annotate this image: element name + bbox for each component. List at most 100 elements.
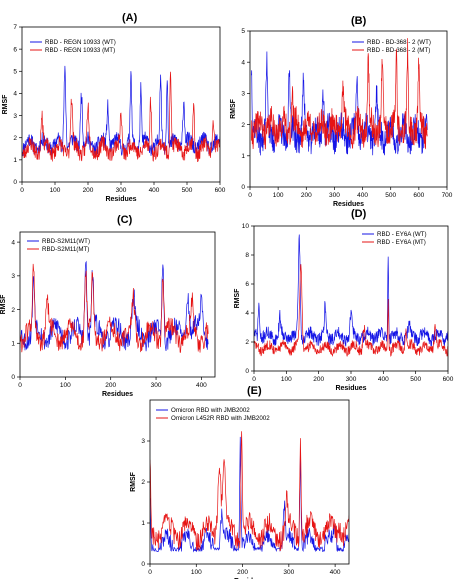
x-tick-label: 600 <box>443 376 454 383</box>
y-axis-label: RMSF <box>230 98 237 119</box>
x-tick-label: 500 <box>385 192 396 199</box>
y-tick-label: 8 <box>245 252 249 259</box>
x-axis-label: Residues <box>105 196 136 203</box>
panel-label: (B) <box>351 15 367 27</box>
y-tick-label: 0 <box>141 561 145 568</box>
x-tick-label: 0 <box>20 187 24 194</box>
legend-entry-2: RBD - EY6A (MT) <box>377 239 426 246</box>
x-axis-label: Residues <box>333 201 364 208</box>
legend-entry-1: RBD-S2M11(WT) <box>42 238 90 245</box>
x-tick-label: 400 <box>357 192 368 199</box>
panel-label: (E) <box>247 385 262 397</box>
y-tick-label: 6 <box>245 281 249 288</box>
y-tick-label: 2 <box>13 135 17 142</box>
chart-panel-b: (B) 0 100 200 300 400 500 600 700 0 1 2 3 4 5 Residues R… <box>230 15 453 208</box>
y-tick-label: 6 <box>13 46 17 53</box>
x-tick-label: 0 <box>248 192 252 199</box>
y-axis-label: RMSF <box>2 94 9 115</box>
x-axis-label: Residues <box>102 391 133 398</box>
series-line-1 <box>150 436 349 553</box>
x-tick-label: 100 <box>60 382 71 389</box>
chart-panel-d: (D) 0 100 200 300 400 500 600 0 2 4 6 8 10 Residues RMS… <box>234 208 454 392</box>
y-tick-label: 4 <box>13 91 17 98</box>
legend-entry-1: Omicron RBD with JMB2002 <box>171 407 250 414</box>
x-tick-label: 300 <box>151 382 162 389</box>
series-line-1 <box>22 65 220 158</box>
legend-entry-2: RBD-S2M11(MT) <box>42 246 89 253</box>
x-tick-label: 500 <box>410 376 421 383</box>
x-tick-label: 700 <box>442 192 453 199</box>
x-tick-label: 200 <box>83 187 94 194</box>
y-tick-label: 1 <box>11 340 15 347</box>
y-tick-label: 2 <box>245 339 249 346</box>
panel-label: (D) <box>351 208 367 220</box>
legend-entry-2: Omicron L452R RBD with JMB2002 <box>171 415 270 422</box>
y-tick-label: 5 <box>13 68 17 75</box>
x-tick-label: 100 <box>273 192 284 199</box>
y-tick-label: 3 <box>241 91 245 98</box>
x-tick-label: 400 <box>330 569 341 576</box>
y-tick-label: 1 <box>13 157 17 164</box>
y-tick-label: 4 <box>11 239 15 246</box>
plot-frame <box>249 30 448 188</box>
x-tick-label: 300 <box>329 192 340 199</box>
chart-panel-c: (C) 0 100 200 300 400 0 1 2 3 4 Residues RMSF RBD-S2M… <box>0 214 216 398</box>
panel-label: (A) <box>122 12 138 24</box>
x-tick-label: 0 <box>148 569 152 576</box>
y-tick-label: 1 <box>241 153 245 160</box>
y-tick-label: 0 <box>13 179 17 186</box>
plot-frame <box>19 231 216 378</box>
legend-entry-1: RBD - EY6A (WT) <box>377 231 427 238</box>
x-tick-label: 100 <box>281 376 292 383</box>
x-tick-label: 100 <box>191 569 202 576</box>
series-line-2 <box>150 431 349 552</box>
x-tick-label: 300 <box>346 376 357 383</box>
x-tick-label: 0 <box>252 376 256 383</box>
y-tick-label: 10 <box>242 223 250 230</box>
x-tick-label: 200 <box>301 192 312 199</box>
x-tick-label: 200 <box>313 376 324 383</box>
x-tick-label: 600 <box>215 187 226 194</box>
y-tick-label: 0 <box>11 374 15 381</box>
legend-entry-1: RBD - REGN 10933 (WT) <box>45 39 116 46</box>
x-axis-label: Residues <box>335 385 366 392</box>
series-line-2 <box>22 71 220 163</box>
series-line-2 <box>20 263 209 353</box>
legend-entry-2: RBD - BD-368 - 2 (MT) <box>367 47 430 54</box>
y-tick-label: 7 <box>13 24 17 31</box>
series-line-2 <box>251 38 428 150</box>
legend-entry-1: RBD - BD-368 - 2 (WT) <box>367 39 431 46</box>
y-tick-label: 3 <box>11 273 15 280</box>
y-tick-label: 5 <box>241 28 245 35</box>
y-tick-label: 2 <box>241 122 245 129</box>
x-tick-label: 400 <box>149 187 160 194</box>
y-axis-label: RMSF <box>0 294 7 315</box>
y-tick-label: 2 <box>141 479 145 486</box>
y-tick-label: 4 <box>245 310 249 317</box>
y-tick-label: 0 <box>245 368 249 375</box>
y-tick-label: 1 <box>141 520 145 527</box>
x-tick-label: 200 <box>237 569 248 576</box>
x-tick-label: 200 <box>105 382 116 389</box>
x-tick-label: 300 <box>283 569 294 576</box>
y-tick-label: 0 <box>241 184 245 191</box>
x-tick-label: 0 <box>18 382 22 389</box>
x-tick-label: 100 <box>50 187 61 194</box>
y-axis-label: RMSF <box>130 471 137 492</box>
legend-entry-2: RBD - REGN 10933 (MT) <box>45 47 115 54</box>
chart-panel-a: (A) 0 100 200 300 400 500 600 0 1 2 3 4 5 6 7 Residues RM… <box>2 12 226 203</box>
x-tick-label: 500 <box>182 187 193 194</box>
x-tick-label: 600 <box>413 192 424 199</box>
chart-panel-e: (E)01002003004000123ResiduesRMSFOmicron … <box>130 385 350 579</box>
y-tick-label: 2 <box>11 307 15 314</box>
x-tick-label: 400 <box>196 382 207 389</box>
y-tick-label: 3 <box>141 438 145 445</box>
series-line-2 <box>254 264 448 357</box>
y-tick-label: 4 <box>241 59 245 66</box>
series-line-1 <box>254 234 448 347</box>
y-axis-label: RMSF <box>234 288 241 309</box>
x-tick-label: 400 <box>378 376 389 383</box>
panel-label: (C) <box>117 214 133 226</box>
y-tick-label: 3 <box>13 113 17 120</box>
